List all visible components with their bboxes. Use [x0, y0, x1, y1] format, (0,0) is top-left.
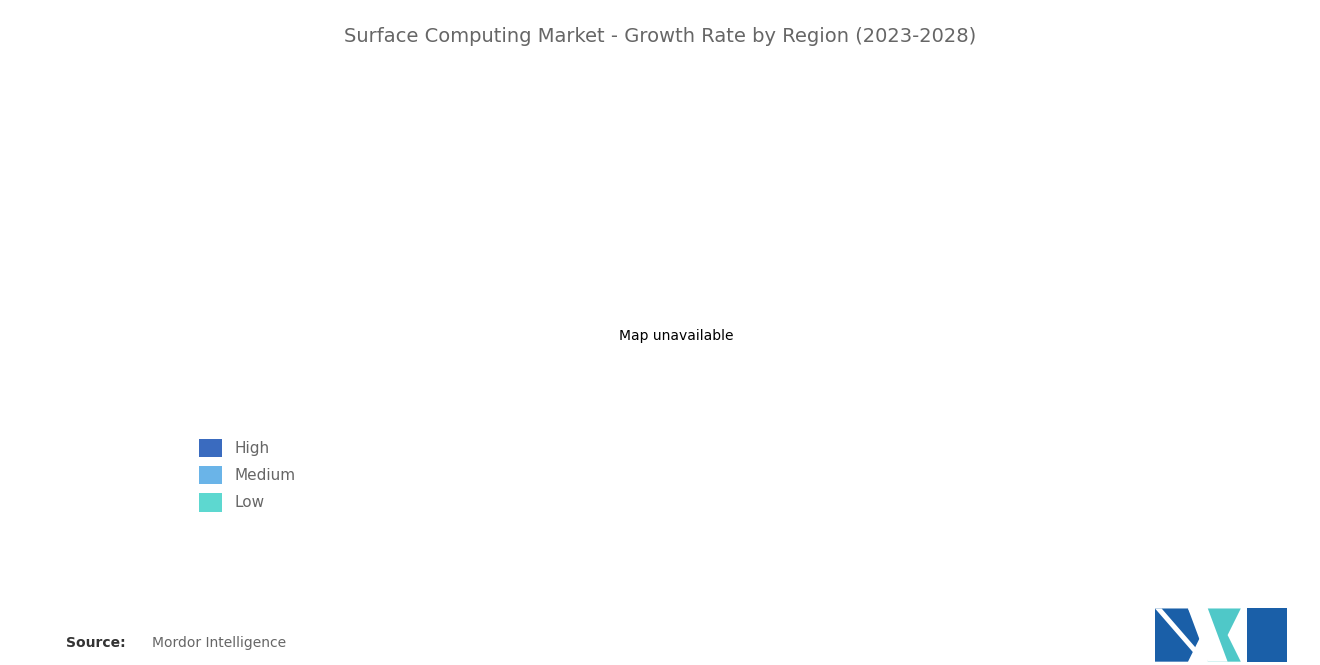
Polygon shape	[1208, 608, 1241, 662]
Polygon shape	[1247, 608, 1287, 662]
Polygon shape	[1155, 608, 1208, 662]
Text: Mordor Intelligence: Mordor Intelligence	[152, 636, 286, 650]
Polygon shape	[1155, 608, 1201, 662]
Legend: High, Medium, Low: High, Medium, Low	[193, 433, 301, 517]
Text: Source:: Source:	[66, 636, 125, 650]
Text: Surface Computing Market - Growth Rate by Region (2023-2028): Surface Computing Market - Growth Rate b…	[345, 27, 975, 46]
Text: Map unavailable: Map unavailable	[619, 329, 734, 343]
Polygon shape	[1188, 608, 1228, 662]
